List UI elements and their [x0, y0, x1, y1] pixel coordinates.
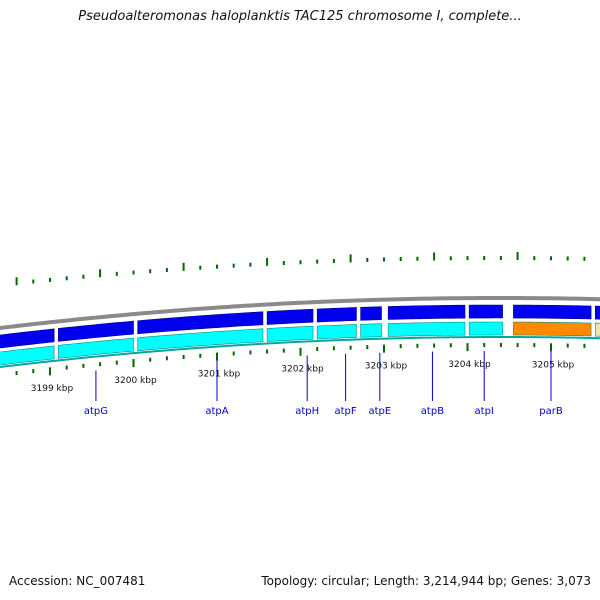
gene-label-atpA: atpA	[205, 406, 228, 417]
gene-label-atpE: atpE	[368, 406, 391, 417]
gene-label-atpG: atpG	[84, 406, 108, 417]
backbone-outer	[0, 295, 600, 331]
forward-feature-3	[266, 308, 314, 325]
ruler-tick-label: 3204 kbp	[448, 360, 491, 370]
ruler-tick-label: 3205 kbp	[532, 360, 575, 370]
reverse-feature-11	[58, 337, 134, 359]
gene-label-atpF: atpF	[335, 406, 357, 417]
ruler-tick-label: 3200 kbp	[114, 376, 157, 386]
ruler-tick-label: 3201 kbp	[198, 369, 241, 379]
gene-label-atpB: atpB	[421, 406, 444, 417]
forward-feature-9	[594, 305, 600, 320]
forward-feature-5	[360, 306, 382, 321]
reverse-feature-19	[594, 322, 600, 337]
forward-feature-8	[513, 304, 592, 320]
reverse-feature-15	[360, 323, 382, 338]
ruler-tick-label: 3203 kbp	[365, 362, 408, 372]
reverse-feature-14	[316, 324, 357, 340]
reverse-feature-18	[513, 321, 592, 337]
map-title: Pseudoalteromonas haloplanktis TAC125 ch…	[78, 9, 522, 24]
reverse-feature-17	[468, 321, 503, 336]
forward-feature-6	[387, 304, 466, 320]
ruler-tick-label: 3202 kbp	[281, 365, 324, 375]
topology-text: Topology: circular; Length: 3,214,944 bp…	[261, 574, 591, 588]
backbone-inner	[0, 335, 600, 369]
reverse-feature-12	[137, 328, 264, 352]
gene-label-atpH: atpH	[295, 406, 319, 417]
reverse-feature-10	[0, 345, 55, 366]
gene-label-atpI: atpI	[475, 406, 494, 417]
gene-label-parB: parB	[539, 406, 563, 417]
ruler-tick-label: 3199 kbp	[31, 384, 74, 394]
forward-feature-0	[0, 328, 55, 349]
reverse-feature-13	[266, 325, 314, 342]
forward-feature-7	[468, 304, 503, 319]
reverse-feature-16	[387, 321, 466, 337]
forward-feature-4	[316, 307, 357, 323]
forward-feature-1	[58, 320, 134, 342]
accession-text: Accession: NC_007481	[9, 574, 146, 588]
forward-feature-2	[137, 311, 264, 335]
